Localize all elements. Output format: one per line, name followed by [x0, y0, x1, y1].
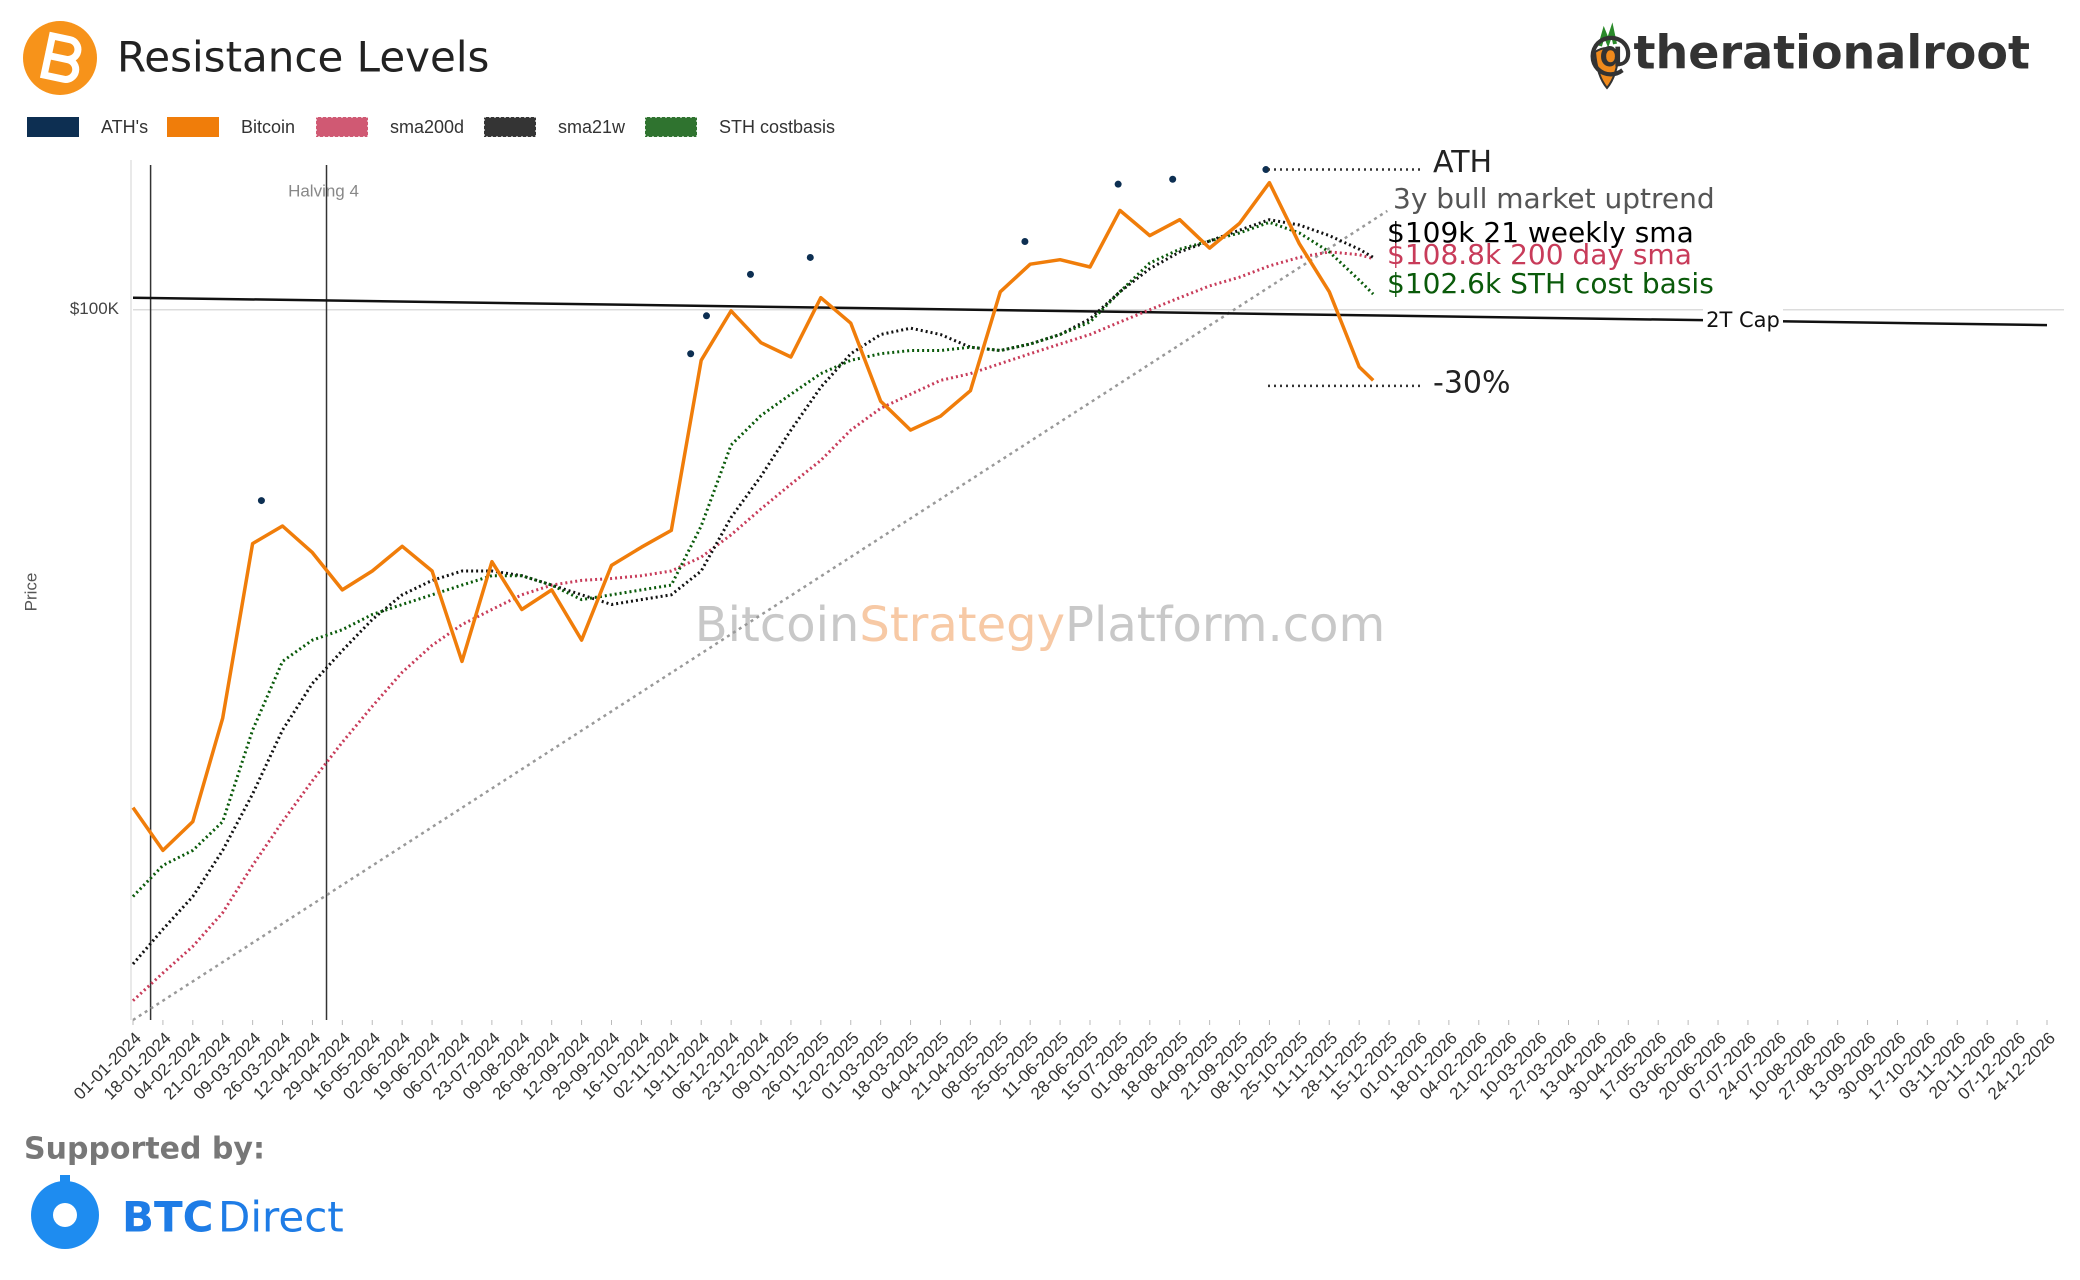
legend: ATH's Bitcoin sma200d sma21w STH costbasis: [27, 116, 835, 138]
ath-point: [702, 312, 710, 320]
level-label: -30%: [1433, 365, 1511, 400]
uptrend-label: 3y bull market uptrend: [1393, 182, 1715, 215]
legend-label: ATH's: [101, 117, 148, 137]
brand-bold: BTC: [122, 1193, 214, 1242]
legend-label: Bitcoin: [241, 117, 295, 137]
legend-swatch: [167, 117, 219, 137]
btcdirect-logo: [31, 1175, 99, 1249]
legend-swatch: [27, 117, 79, 137]
watermark-part: Bitcoin: [695, 597, 860, 653]
ath-point: [746, 270, 754, 278]
legend-swatch: [316, 117, 368, 137]
handle: @therationalroot: [1588, 26, 2030, 80]
annotation: $102.6k STH cost basis: [1387, 267, 1714, 300]
series-line: [131, 250, 1374, 1002]
ath-point: [1169, 175, 1177, 183]
legend-swatch: [484, 117, 536, 137]
brand-rest: Direct: [218, 1193, 344, 1242]
series-line: [131, 218, 1374, 965]
watermark: BitcoinStrategyPlatform.com: [695, 597, 1385, 653]
chart-title: Resistance Levels: [117, 33, 489, 82]
legend-swatch-texture: [315, 116, 369, 138]
carrot-logo: [1593, 22, 1621, 90]
series-line: [131, 220, 1375, 898]
legend-swatch-texture: [483, 116, 537, 138]
ath-point: [806, 253, 814, 261]
watermark-part: Strategy: [859, 597, 1065, 653]
annotation: $108.8k 200 day sma: [1387, 238, 1692, 271]
ath-point: [1114, 180, 1122, 188]
ath-point: [1262, 166, 1270, 174]
legend-label: sma21w: [558, 117, 626, 137]
annotation: $109k 21 weekly sma: [1387, 216, 1694, 249]
bitcoin-logo: [23, 21, 97, 95]
event-label: Halving 4: [288, 181, 359, 200]
legend-label: STH costbasis: [719, 117, 835, 137]
cap-label: 2T Cap: [1706, 308, 1780, 332]
legend-label: sma200d: [390, 117, 464, 137]
ath-point: [687, 350, 695, 358]
level-label: ATH: [1433, 145, 1492, 180]
series-line: [131, 180, 1375, 853]
ath-point: [257, 497, 265, 505]
y-axis-label: Price: [21, 573, 40, 612]
cap-label-bg: [1703, 307, 1783, 334]
watermark-part: Platform.com: [1065, 597, 1385, 653]
legend-swatch: [645, 117, 697, 137]
y-tick-label: $100K: [70, 299, 120, 318]
supported-by: Supported by:: [24, 1132, 265, 1167]
legend-swatch-texture: [644, 116, 698, 138]
ath-point: [1021, 238, 1029, 246]
